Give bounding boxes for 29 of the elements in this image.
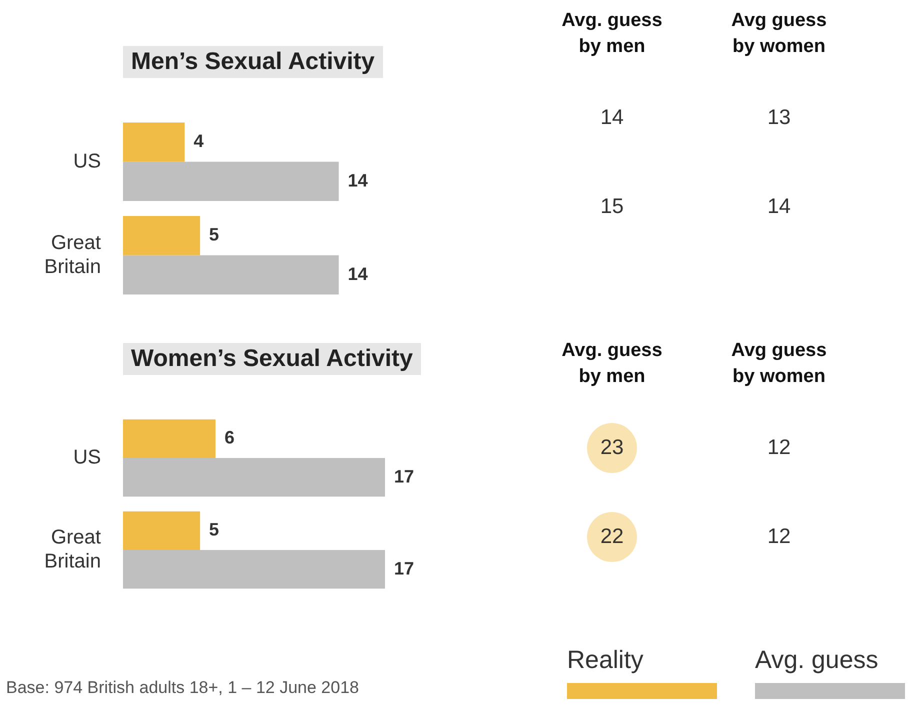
text: Avg guess by women	[730, 339, 828, 389]
data-label: 14	[348, 264, 368, 284]
data-label: 6	[224, 428, 234, 448]
text: 12	[766, 524, 792, 550]
data-label: 5	[209, 224, 220, 245]
text: 13	[766, 105, 792, 131]
text: 23	[599, 435, 625, 461]
data-label: 14	[348, 170, 368, 190]
chart-title: Women’s Sexual Activity	[123, 343, 421, 375]
text: 14	[766, 194, 792, 220]
data-label: 17	[394, 558, 414, 578]
text: Avg. guess by men	[560, 339, 664, 389]
y-tick-label: US	[73, 150, 101, 172]
text: 12	[766, 435, 792, 461]
y-tick-label: Great Britain	[44, 232, 102, 278]
chart-title: Men’s Sexual Activity	[123, 46, 383, 78]
text: Avg guess by women	[730, 9, 828, 59]
y-tick-label: Great Britain	[44, 526, 102, 573]
text: Avg. guess by men	[560, 9, 664, 59]
text: 22	[599, 524, 625, 550]
y-tick-label: US	[73, 446, 101, 469]
data-label: 5	[209, 520, 220, 540]
text: 14	[599, 105, 625, 131]
text: Avg. guess	[755, 646, 880, 675]
data-label: 17	[394, 466, 414, 486]
text: 15	[599, 194, 625, 220]
text: Base: 974 British adults 18+, 1 – 12 June 2018	[6, 678, 359, 698]
text: Reality	[567, 646, 644, 675]
data-label: 4	[194, 131, 204, 152]
